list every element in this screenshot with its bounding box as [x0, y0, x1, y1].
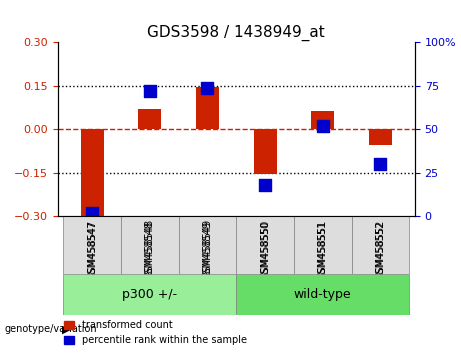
Text: GSM458551: GSM458551	[318, 221, 328, 280]
Text: GSM458552: GSM458552	[375, 221, 385, 280]
Text: GSM458547: GSM458547	[87, 221, 97, 280]
Point	[319, 123, 326, 129]
FancyBboxPatch shape	[294, 216, 351, 274]
Bar	[254, 130, 277, 175]
Text: GSM458548: GSM458548	[145, 221, 155, 280]
Title: GDS3598 / 1438949_at: GDS3598 / 1438949_at	[148, 25, 325, 41]
FancyBboxPatch shape	[236, 216, 294, 274]
Text: GSM458552: GSM458552	[375, 219, 385, 279]
Text: GSM458549: GSM458549	[202, 221, 213, 280]
Text: ▶: ▶	[62, 324, 71, 334]
Text: GSM458548: GSM458548	[145, 219, 155, 279]
FancyBboxPatch shape	[179, 216, 236, 274]
Bar	[369, 130, 392, 145]
Point	[146, 88, 154, 94]
FancyBboxPatch shape	[64, 274, 236, 315]
Point	[377, 161, 384, 167]
Point	[261, 182, 269, 188]
FancyBboxPatch shape	[351, 216, 409, 274]
Point	[89, 210, 96, 216]
FancyBboxPatch shape	[236, 274, 409, 315]
FancyBboxPatch shape	[121, 216, 179, 274]
Legend: transformed count, percentile rank within the sample: transformed count, percentile rank withi…	[60, 316, 250, 349]
Point	[204, 85, 211, 91]
Text: wild-type: wild-type	[294, 288, 351, 301]
Text: genotype/variation: genotype/variation	[5, 324, 97, 334]
Text: GSM458550: GSM458550	[260, 221, 270, 280]
FancyBboxPatch shape	[64, 216, 121, 274]
Text: p300 +/-: p300 +/-	[122, 288, 177, 301]
Bar	[138, 109, 161, 130]
Text: GSM458549: GSM458549	[202, 219, 213, 279]
Text: GSM458547: GSM458547	[87, 219, 97, 279]
Text: GSM458551: GSM458551	[318, 219, 328, 279]
Text: GSM458550: GSM458550	[260, 219, 270, 279]
Bar	[311, 110, 334, 130]
Bar	[196, 87, 219, 130]
Bar	[81, 130, 104, 216]
